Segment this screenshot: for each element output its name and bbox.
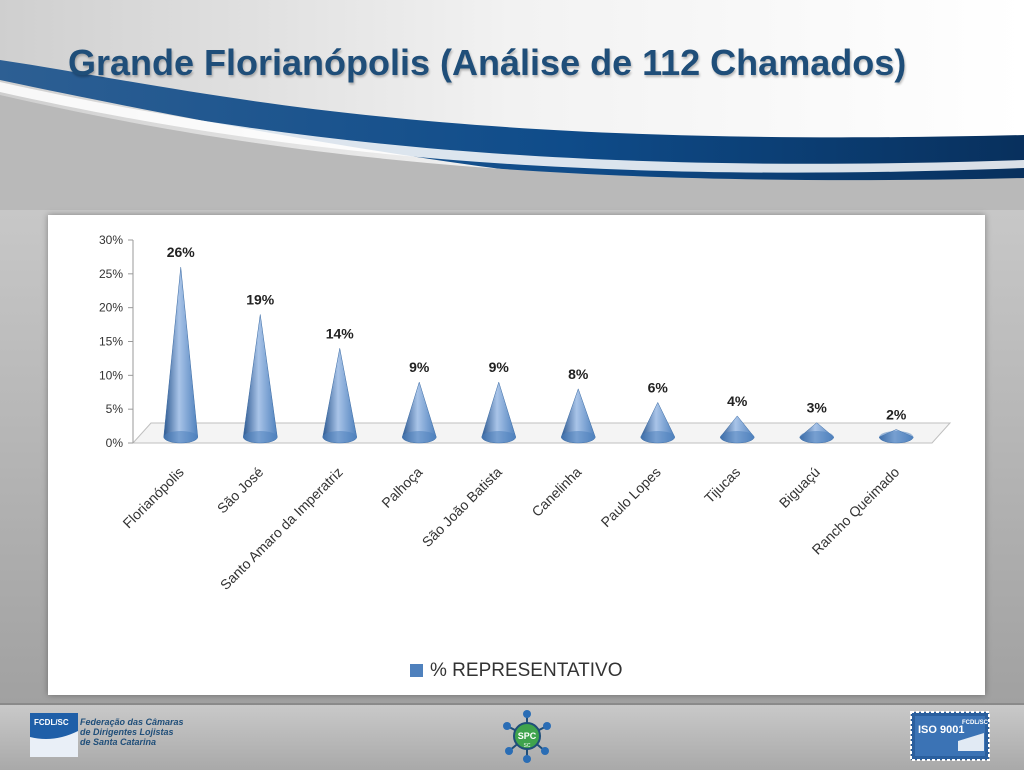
category-label: Florianópolis: [119, 464, 186, 531]
iso-brand-text: FCDL/SC: [962, 720, 989, 726]
cone-bar: [481, 381, 517, 444]
category-label: São José: [214, 464, 267, 517]
category-label: Canelinha: [528, 464, 584, 520]
legend-swatch: [410, 664, 423, 677]
legend-label: % REPRESENTATIVO: [430, 660, 623, 681]
spc-logo: SPC SC: [503, 710, 551, 763]
data-label: 3%: [807, 400, 828, 416]
category-label: Biguaçú: [776, 464, 823, 511]
fcdl-federation-name: Federação das Câmaras de Dirigentes Loji…: [80, 717, 220, 747]
spc-logo-text: SPC: [518, 731, 537, 741]
header-swoosh: [0, 0, 1024, 210]
fcdl-badge-text: FCDL/SC: [34, 718, 69, 727]
data-label: 8%: [568, 366, 589, 382]
cone-bar: [242, 314, 278, 444]
category-label: Tijucas: [701, 464, 743, 506]
cone-bar: [401, 381, 437, 444]
y-tick-label: 25%: [99, 267, 123, 281]
cone-bar: [163, 267, 199, 444]
spc-logo-subtext: SC: [524, 743, 531, 749]
data-label: 26%: [167, 244, 196, 260]
data-label: 2%: [886, 406, 907, 422]
iso-9001-seal: ISO 9001 FCDL/SC: [910, 711, 990, 761]
category-label: Rancho Queimado: [809, 464, 903, 558]
category-label: Palhoça: [378, 464, 425, 511]
data-label: 9%: [489, 359, 510, 375]
cone-bar: [799, 422, 835, 444]
fcdl-name-line: de Santa Catarina: [80, 737, 157, 747]
fcdl-logo: FCDL/SC: [30, 713, 78, 757]
fcdl-name-line: de Dirigentes Lojistas: [80, 727, 174, 737]
header-band: Grande Florianópolis (Análise de 112 Cha…: [0, 0, 1024, 210]
fcdl-name-line: Federação das Câmaras: [80, 717, 184, 727]
y-tick-label: 20%: [99, 301, 123, 315]
iso-badge-text: ISO 9001: [918, 724, 964, 736]
slide-title: Grande Florianópolis (Análise de 112 Cha…: [68, 42, 907, 83]
cone-bar: [560, 388, 596, 444]
cone-bar: [640, 401, 676, 444]
footer-bar: FCDL/SC Federação das Câmaras de Dirigen…: [0, 703, 1024, 770]
cone-bar-chart: 0% 5% 10% 15% 20% 25% 30% 26% Florianópolis 19% Sã…: [99, 233, 952, 681]
chart-legend: % REPRESENTATIVO: [410, 660, 623, 681]
y-tick-label: 5%: [106, 402, 124, 416]
cone-bar: [878, 429, 914, 444]
category-label: São João Batista: [419, 464, 505, 550]
y-tick-label: 30%: [99, 233, 123, 247]
cone-bar: [719, 415, 755, 444]
category-label: Paulo Lopes: [598, 464, 664, 530]
chart-panel: 0% 5% 10% 15% 20% 25% 30% 26% Florianópolis 19% Sã…: [48, 215, 985, 695]
y-tick-label: 0%: [106, 436, 124, 450]
data-label: 19%: [246, 291, 275, 307]
y-tick-label: 15%: [99, 335, 123, 349]
cone-bar: [322, 348, 358, 444]
data-label: 6%: [648, 379, 669, 395]
data-label: 9%: [409, 359, 430, 375]
data-label: 14%: [326, 325, 355, 341]
y-tick-label: 10%: [99, 368, 123, 382]
data-label: 4%: [727, 393, 748, 409]
